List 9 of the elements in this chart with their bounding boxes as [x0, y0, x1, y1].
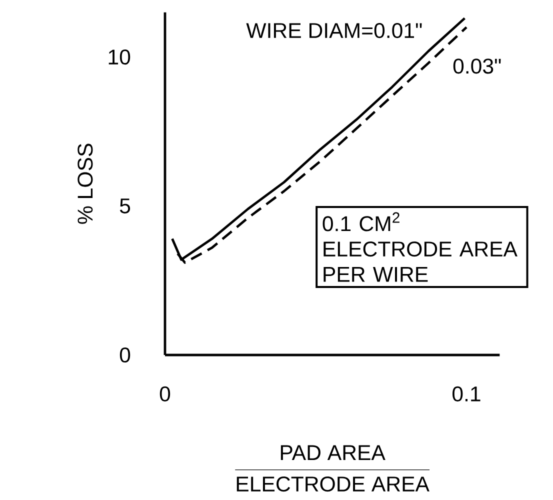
y-axis-title: % LOSS — [78, 144, 93, 224]
y-tick-label: 10 — [108, 49, 130, 65]
y-tick-label: 0 — [120, 347, 130, 363]
series-label: 0.03" — [453, 58, 501, 74]
x-axis-title: $\frac{\mbox{PAD AREA}}{\mbox{ELECTRODE AREA}}$ — [235, 445, 430, 492]
x-tick-label: 0.1 — [452, 386, 480, 402]
series-label: WIRE DIAM=0.01" — [246, 23, 422, 38]
text: 0.1 CM$^{2}$ ELECTRODE AREA PER WIRE — [322, 212, 518, 282]
y-tick-label: 5 — [120, 198, 130, 214]
